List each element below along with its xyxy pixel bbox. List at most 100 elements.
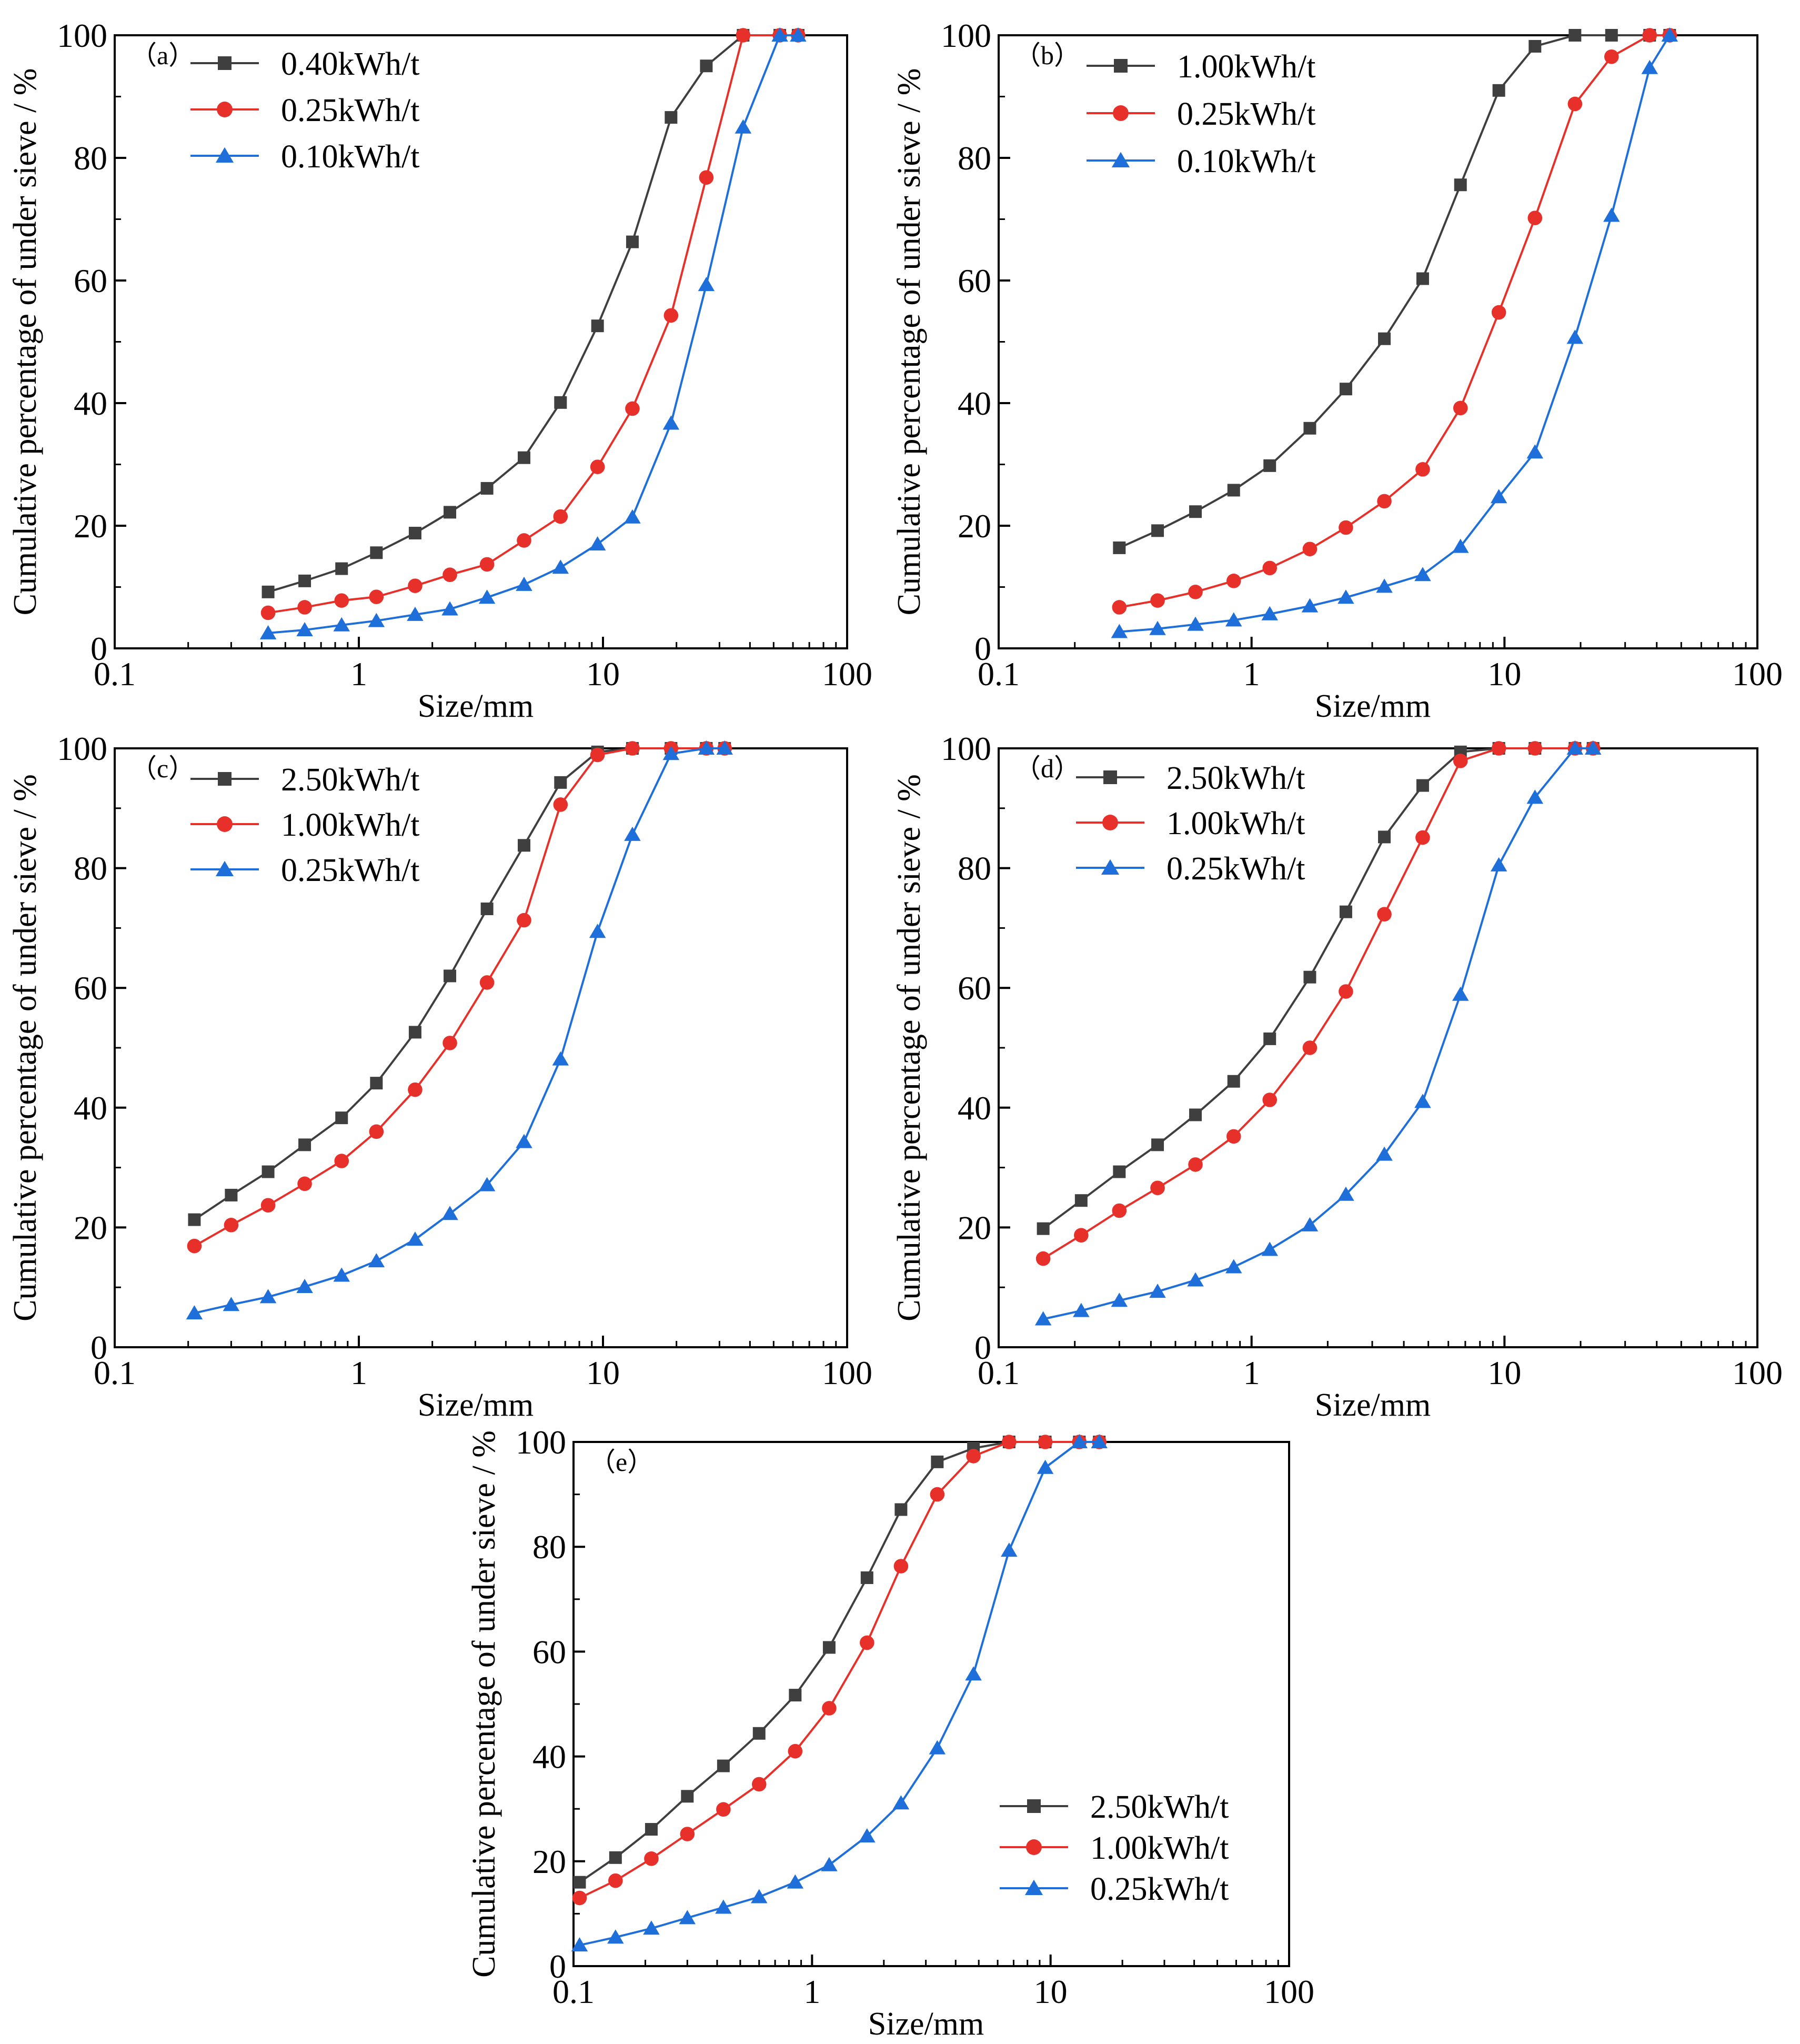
legend-marker [215,147,234,163]
data-point [516,576,532,591]
data-point [298,574,311,587]
x-tick-label: 10 [1487,655,1521,693]
legend-entry: 0.10kWh/t [190,139,419,175]
data-point [892,1795,910,1810]
data-point [552,559,569,574]
y-tick-label: 80 [74,139,107,177]
y-tick-label: 80 [532,1528,566,1566]
x-tick-label: 0.1 [94,1354,136,1391]
y-tick-label: 60 [532,1633,566,1670]
data-point [1151,1138,1164,1151]
data-point [1111,624,1128,638]
panel-label: （d） [1014,754,1080,783]
data-point [1527,211,1543,225]
data-point [1604,49,1619,64]
data-point [643,1920,660,1935]
data-point [1037,1222,1050,1235]
data-point [624,826,641,841]
series-line [1119,34,1670,549]
data-point [1567,96,1583,112]
data-point [1377,907,1392,922]
legend-entry: 0.25kWh/t [1087,96,1315,132]
data-point [1529,39,1542,53]
data-point [408,526,421,539]
data-point [1568,29,1582,42]
data-point [262,585,275,598]
data-point [1227,1075,1240,1088]
chart-panel-c: 0.1 1 10 100 0 20 40 60 80 100 Size/mm Cumulative p… [7,730,872,1423]
data-point [717,1759,730,1772]
panel-label: （e） [589,1447,653,1477]
data-point [260,1198,276,1213]
panel-label: （a） [130,41,195,70]
data-point [408,1082,423,1097]
legend-marker [218,772,232,786]
series-line [1042,747,1593,1230]
series-0.10kWh/t [259,27,807,639]
data-point [1378,830,1391,844]
data-point [1339,520,1353,535]
data-point [681,1790,694,1803]
data-point [369,1124,384,1139]
data-point [187,1238,202,1254]
data-point [929,1740,946,1755]
data-point [699,170,714,185]
data-point [441,1206,458,1220]
data-point [1453,754,1468,768]
data-point [1301,1217,1319,1231]
data-point [822,1701,837,1716]
series-0.25kWh/t [571,1434,1108,1952]
data-point [1149,620,1166,635]
data-point [1376,578,1393,593]
legend-entry: 2.50kWh/t [1000,1789,1229,1825]
data-point [1112,600,1127,615]
data-point [368,613,385,627]
series-1.00kWh/t [1113,29,1676,554]
y-tick-label: 0 [974,1329,991,1366]
legend-marker [1024,1879,1043,1895]
data-point [1261,1241,1278,1256]
series-line [1119,34,1671,633]
plot-frame [114,34,848,649]
x-tick-label: 100 [822,1354,872,1391]
y-tick-label: 60 [958,262,991,299]
y-tick-label: 80 [74,850,107,887]
x-tick-label: 10 [586,655,620,693]
data-point [679,1910,696,1925]
x-tick-label: 1 [350,655,367,693]
legend-marker [1102,815,1118,830]
y-tick-label: 100 [941,17,991,54]
data-point [1262,1093,1278,1107]
y-tick-label: 100 [57,17,107,54]
data-point [662,746,680,760]
legend-label: 2.50kWh/t [281,762,419,798]
data-point [553,509,568,524]
data-point [1605,29,1618,42]
series-1.00kWh/t [572,1435,1107,1906]
legend-entry: 0.40kWh/t [190,46,419,82]
x-tick-label: 0.1 [94,655,136,693]
data-point [1376,1146,1393,1161]
data-point [335,562,348,575]
data-point [680,1827,695,1841]
panel-label: （b） [1014,41,1080,70]
data-point [1035,1251,1051,1266]
data-point [573,1876,586,1889]
data-point [609,1851,622,1864]
data-point [333,617,350,632]
data-point [441,601,458,616]
data-point [1001,1542,1018,1557]
chart-panel-b: 0.1 1 10 100 0 20 40 60 80 100 Size/mm Cumulative p… [891,17,1783,724]
y-tick-label: 80 [958,139,991,177]
y-tick-label: 100 [516,1424,566,1461]
series-line [579,1441,1100,1883]
data-point [1149,1284,1166,1298]
series-line [1043,747,1593,1320]
data-point [1111,1292,1128,1307]
series-2.50kWh/t [188,742,731,1226]
data-point [625,401,640,416]
legend-entry: 0.25kWh/t [190,853,419,888]
data-point [1661,27,1678,42]
data-point [1526,789,1544,804]
data-point [479,557,495,572]
